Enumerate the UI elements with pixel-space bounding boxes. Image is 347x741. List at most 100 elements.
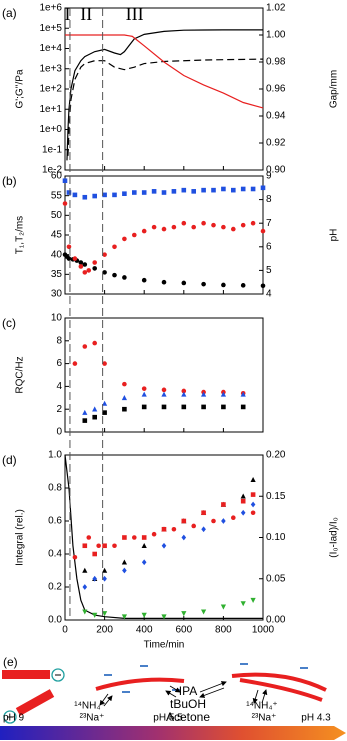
x-tick-label: 400: [136, 625, 153, 636]
point: [201, 526, 206, 533]
series-line: [67, 58, 264, 156]
point: [240, 391, 246, 397]
y2-tick-label: 9: [266, 171, 272, 182]
plot-frame: [64, 317, 264, 433]
point: [231, 226, 236, 232]
point: [92, 414, 97, 420]
y2-tick-label: 4: [266, 289, 272, 300]
point: [92, 193, 97, 199]
point: [161, 387, 167, 393]
point: [231, 515, 236, 520]
point: [102, 361, 107, 366]
point: [181, 391, 187, 397]
y2-tick-label: 7: [266, 218, 272, 229]
solvent: Acetone: [166, 710, 210, 724]
point: [240, 404, 246, 410]
y-tick-label: 4: [56, 381, 62, 392]
point: [112, 244, 117, 250]
y2-tick-label: 8: [266, 194, 272, 205]
point: [161, 279, 167, 285]
point: [141, 612, 147, 618]
point: [82, 543, 88, 549]
y2-tick-label: 0.94: [266, 111, 286, 122]
y-tick-label: 1e+1: [39, 104, 62, 115]
y2-tick-label: 1.02: [266, 3, 286, 14]
point: [240, 222, 246, 228]
point: [181, 534, 187, 541]
point: [221, 186, 226, 192]
point: [102, 252, 107, 257]
y-tick-label: 1e+2: [39, 84, 62, 95]
y2-tick-label: 0.96: [266, 84, 286, 95]
y-axis-title: G';G''/Pa: [15, 69, 26, 109]
point: [221, 404, 226, 410]
y-axis-title: T₁,T₂/ms: [15, 216, 26, 254]
point: [66, 244, 72, 250]
y2-tick-label: 0.10: [266, 532, 286, 543]
point: [250, 510, 256, 516]
point: [161, 391, 167, 397]
point: [240, 493, 246, 499]
x-tick-label: 800: [215, 625, 232, 636]
y-tick-label: 0.2: [48, 582, 62, 593]
y-tick-label: 55: [51, 190, 63, 201]
point: [161, 614, 167, 620]
point: [82, 270, 88, 275]
point: [72, 256, 78, 261]
point: [132, 232, 137, 238]
x-tick-label: 1000: [252, 625, 275, 636]
point: [92, 612, 98, 618]
panel-label: (a): [2, 6, 17, 20]
point: [141, 391, 147, 397]
point: [181, 611, 187, 617]
point: [181, 518, 187, 524]
y-tick-label: 1e+4: [39, 43, 62, 54]
point: [201, 510, 206, 516]
point: [151, 224, 157, 230]
point: [66, 256, 72, 261]
y2-tick-label: 5: [266, 265, 272, 276]
point: [141, 228, 147, 234]
sheet: [95, 677, 185, 691]
point: [92, 575, 97, 582]
x-tick-label: 200: [96, 625, 113, 636]
point: [82, 262, 88, 267]
point: [121, 395, 127, 401]
ph-label: pH 5.5: [153, 713, 183, 724]
point: [82, 409, 88, 415]
point: [102, 611, 108, 617]
point: [260, 283, 266, 289]
y-axis-title: Integral (rel.): [15, 509, 26, 566]
point: [102, 575, 107, 582]
y-tick-label: 1e-2: [42, 165, 62, 176]
point: [112, 543, 117, 549]
point: [102, 270, 107, 275]
point: [260, 185, 266, 191]
y-tick-label: 0: [56, 427, 62, 438]
y-tick-label: 1.0: [48, 450, 62, 461]
point: [201, 391, 207, 397]
charge: [3, 710, 17, 724]
y-tick-label: 1e+3: [39, 63, 62, 74]
region-label: I: [64, 4, 70, 24]
ph-label: pH 9: [3, 713, 25, 724]
point: [132, 190, 137, 195]
point: [102, 543, 107, 549]
point: [78, 260, 84, 265]
y-tick-label: 2: [56, 404, 62, 415]
y-tick-label: 35: [51, 269, 63, 280]
point: [141, 190, 147, 195]
point: [191, 523, 196, 529]
point: [171, 189, 177, 194]
region-label: III: [126, 4, 144, 24]
point: [112, 192, 117, 198]
point: [250, 597, 256, 603]
point: [250, 492, 256, 497]
y-tick-label: 1e+5: [39, 23, 62, 34]
point: [250, 476, 256, 483]
point: [201, 187, 206, 193]
point: [112, 272, 117, 278]
point: [161, 542, 167, 549]
series-line: [65, 34, 264, 109]
point: [250, 186, 256, 192]
